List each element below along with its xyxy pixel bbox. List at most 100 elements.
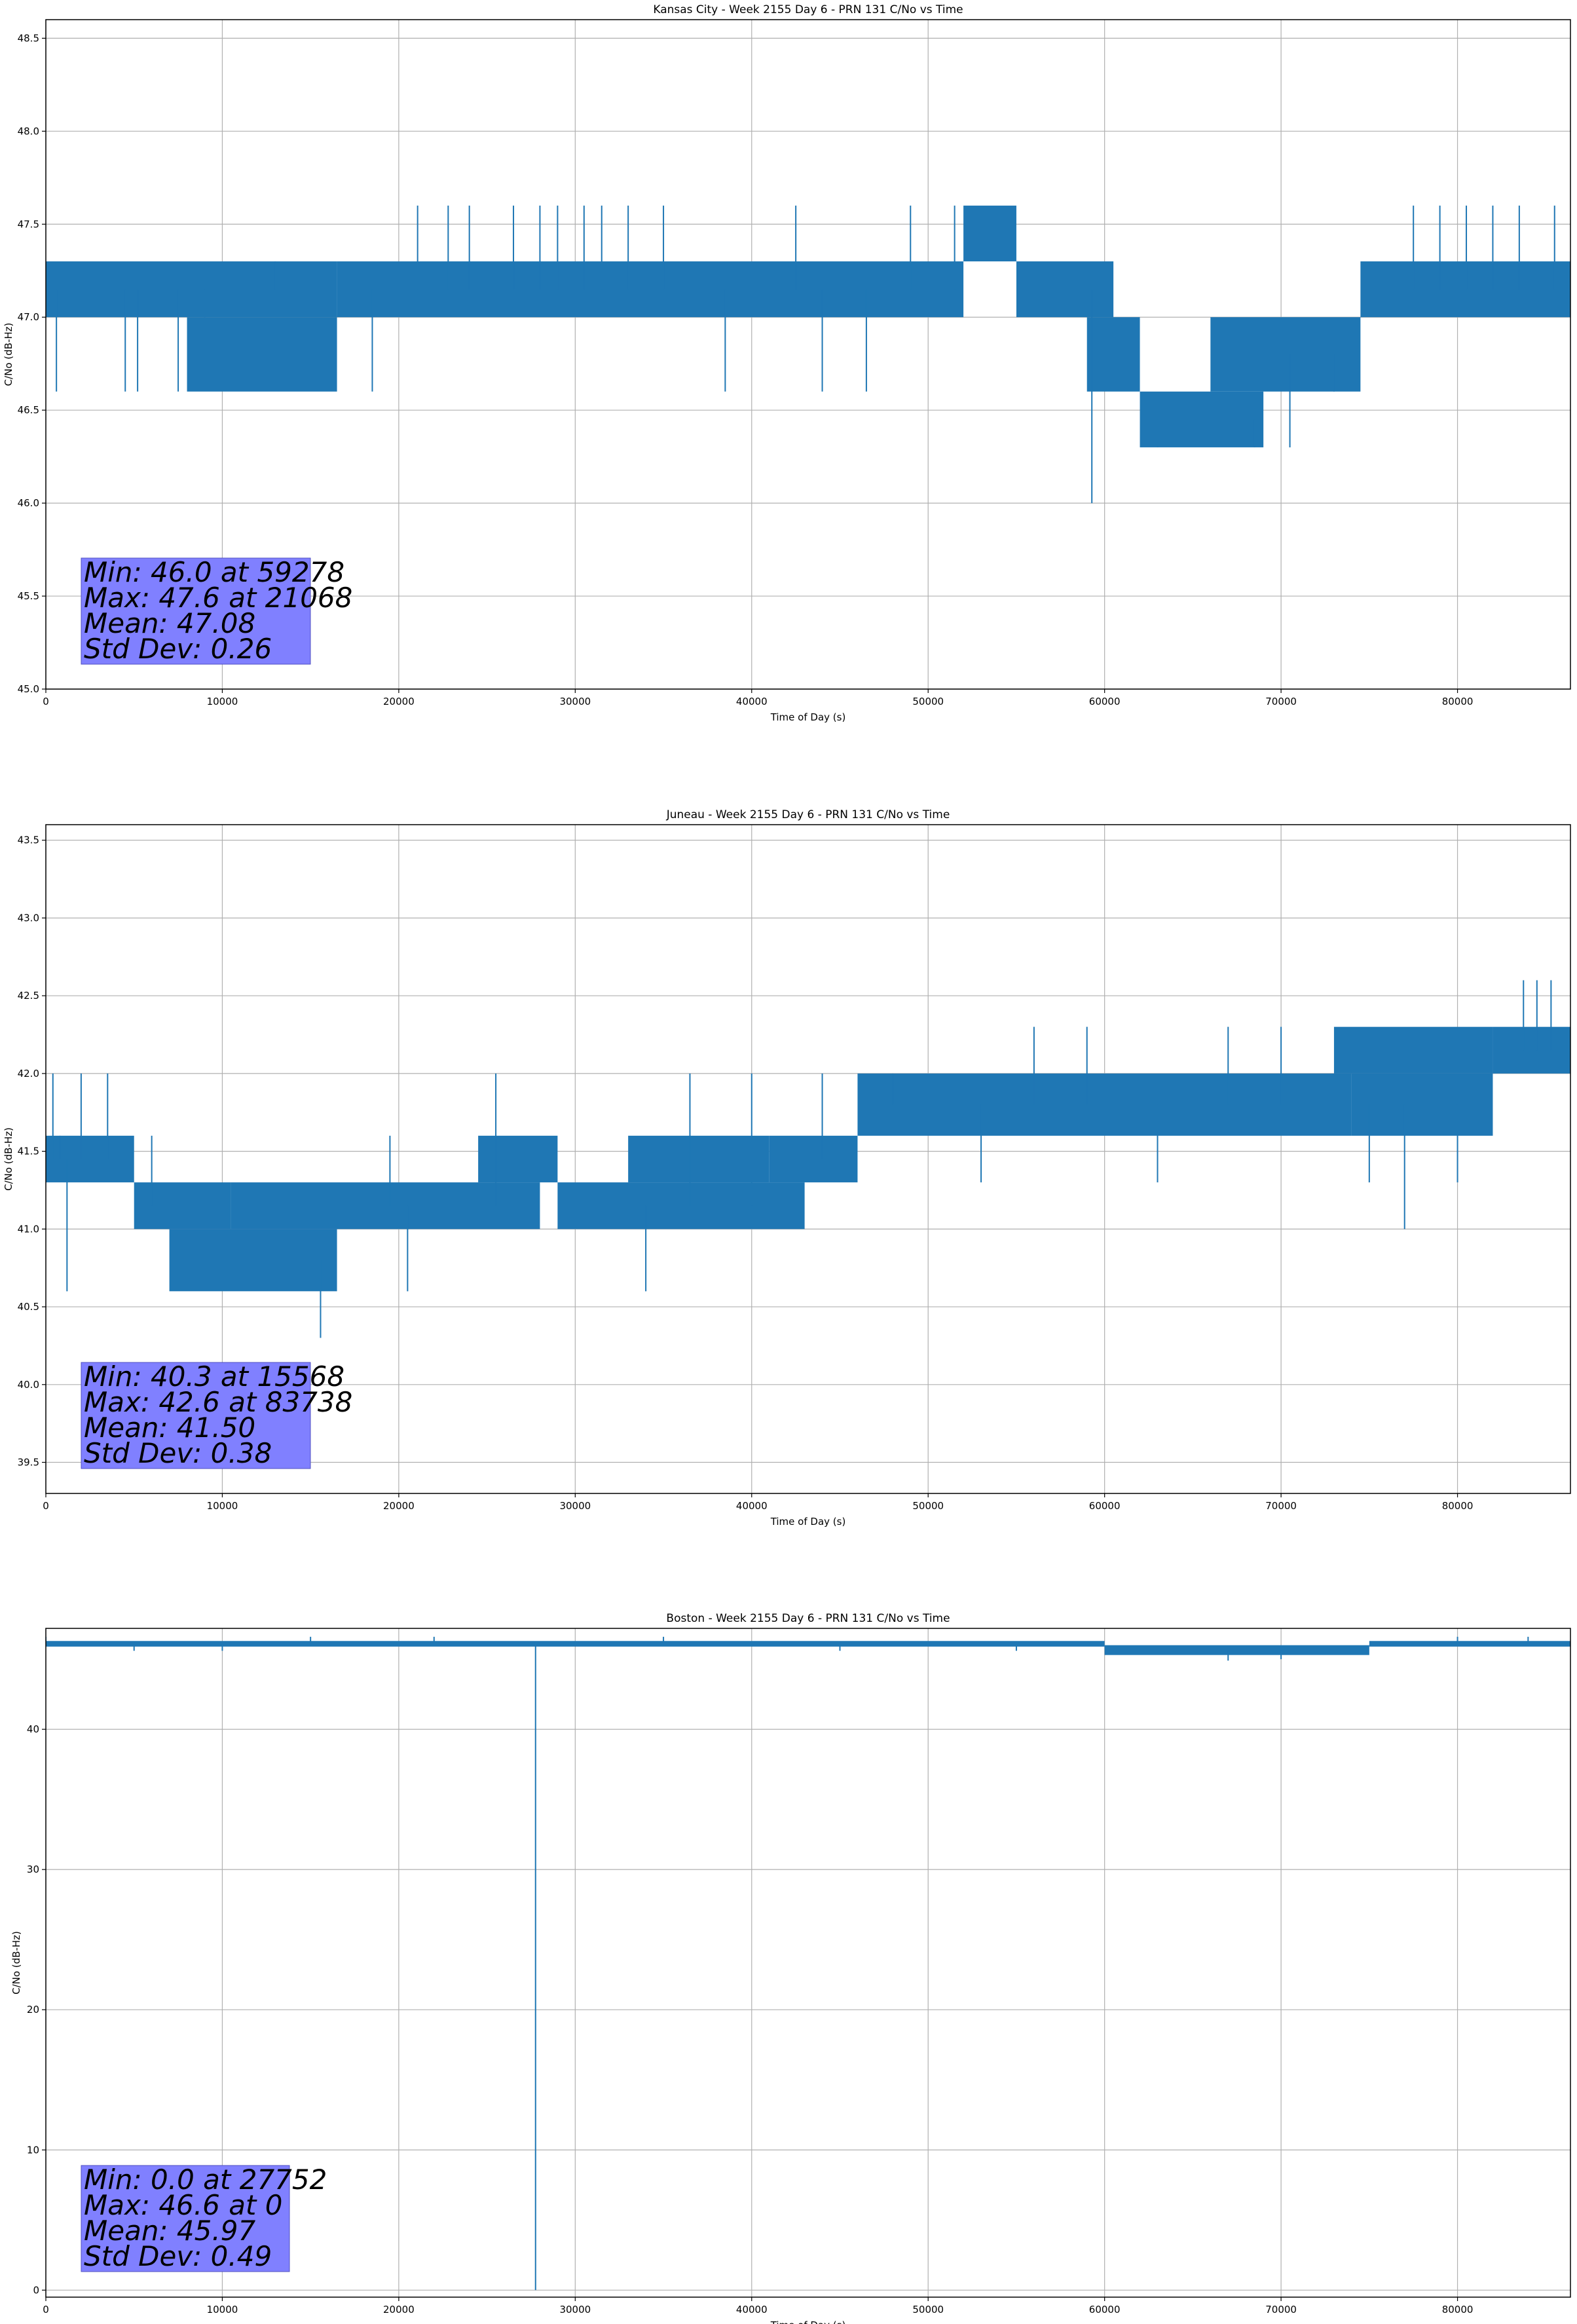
y-tick-label: 48.0 [18, 125, 39, 137]
y-tick-label: 41.5 [18, 1146, 39, 1157]
y-tick-label: 42.0 [18, 1068, 39, 1079]
series-band [1360, 261, 1570, 318]
plot-area [46, 1628, 1570, 2297]
x-tick-label: 20000 [383, 1500, 415, 1512]
x-tick-label: 50000 [912, 696, 944, 707]
x-tick-label: 60000 [1089, 2304, 1121, 2315]
stats-line: Mean: 47.08 [84, 607, 255, 639]
series-band [1493, 1026, 1570, 1074]
x-tick-label: 40000 [736, 696, 768, 707]
x-tick-label: 30000 [559, 1500, 591, 1512]
y-tick-label: 48.5 [18, 32, 39, 44]
x-tick-label: 80000 [1442, 696, 1474, 707]
x-tick-label: 30000 [559, 2304, 591, 2315]
y-tick-label: 47.0 [18, 311, 39, 323]
x-axis-label: Time of Day (s) [770, 2319, 846, 2324]
y-tick-label: 46.0 [18, 497, 39, 509]
y-axis-label: C/No (dB-Hz) [3, 323, 14, 386]
stats-line: Max: 46.6 at 0 [84, 2189, 282, 2221]
chart-title: Kansas City - Week 2155 Day 6 - PRN 131 … [653, 3, 963, 16]
stats-line: Max: 42.6 at 83738 [84, 1386, 352, 1418]
x-axis-label: Time of Day (s) [770, 1516, 846, 1527]
chart-panel-2: 0 10000 20000 30000 40000 50000 60000 70000 8000… [3, 808, 1571, 1527]
y-tick-label: 40 [27, 1723, 39, 1735]
series-band [769, 1135, 858, 1183]
stats-line: Min: 46.0 at 59278 [84, 556, 344, 588]
series-band [963, 205, 1016, 262]
x-tick-label: 20000 [383, 696, 415, 707]
x-tick-label: 0 [43, 696, 49, 707]
x-tick-label: 10000 [207, 2304, 238, 2315]
x-tick-label: 10000 [207, 1500, 238, 1512]
series-band [557, 1182, 805, 1229]
y-tick-label: 43.0 [18, 912, 39, 924]
series-band [1333, 1026, 1493, 1074]
stats-line: Max: 47.6 at 21068 [84, 582, 352, 614]
y-tick-label: 40.5 [18, 1301, 39, 1313]
stats-box [81, 557, 311, 665]
series-band [187, 317, 337, 392]
series-band [1140, 391, 1264, 447]
series-group [46, 205, 1570, 504]
x-axis-label: Time of Day (s) [770, 711, 846, 723]
x-tick-label: 0 [43, 1500, 49, 1512]
y-tick-label: 30 [27, 1864, 39, 1875]
series-band [1210, 317, 1361, 392]
stats-line: Mean: 45.97 [84, 2215, 255, 2247]
x-tick-label: 80000 [1442, 1500, 1474, 1512]
series-band [1016, 261, 1114, 318]
x-tick-label: 70000 [1265, 2304, 1297, 2315]
series-band [46, 261, 337, 318]
stats-line: Std Dev: 0.26 [84, 633, 272, 665]
y-tick-label: 45.0 [18, 683, 39, 695]
y-axis-label: C/No (dB-Hz) [3, 1127, 14, 1191]
x-tick-label: 60000 [1089, 1500, 1121, 1512]
y-tick-label: 42.5 [18, 990, 39, 1002]
series-band [337, 261, 964, 318]
y-tick-label: 10 [27, 2144, 39, 2156]
stats-line: Min: 0.0 at 27752 [84, 2164, 327, 2196]
series-group [46, 980, 1570, 1338]
chart-panel-1: 0 10000 20000 30000 40000 50000 60000 70000 8000… [3, 3, 1571, 723]
series-band [857, 1073, 1352, 1136]
y-tick-label: 39.5 [18, 1457, 39, 1469]
series-band [628, 1135, 770, 1183]
x-tick-label: 50000 [912, 1500, 944, 1512]
axes-frame [45, 824, 1571, 1494]
stats-box [81, 1362, 311, 1469]
series-band [169, 1229, 337, 1292]
x-tick-label: 50000 [912, 2304, 944, 2315]
series-band [231, 1182, 540, 1229]
x-tick-label: 80000 [1442, 2304, 1474, 2315]
series-band [1104, 1645, 1369, 1655]
series-band [478, 1135, 558, 1183]
y-tick-label: 45.5 [18, 590, 39, 602]
y-tick-label: 40.0 [18, 1379, 39, 1391]
x-tick-label: 40000 [736, 1500, 768, 1512]
stats-line: Std Dev: 0.38 [84, 1437, 272, 1469]
y-tick-label: 0 [33, 2284, 39, 2296]
x-tick-label: 10000 [207, 696, 238, 707]
series-band [1369, 1641, 1570, 1647]
x-tick-label: 20000 [383, 2304, 415, 2315]
x-tick-label: 70000 [1265, 696, 1297, 707]
chart-panel-3: 0 10000 20000 30000 40000 50000 60000 70000 8000… [10, 1612, 1571, 2324]
x-tick-label: 40000 [736, 2304, 768, 2315]
series-group [46, 1636, 1570, 2291]
x-tick-label: 30000 [559, 696, 591, 707]
series-band [1351, 1073, 1493, 1136]
y-tick-label: 20 [27, 2004, 39, 2015]
y-tick-label: 46.5 [18, 404, 39, 416]
y-tick-label: 43.5 [18, 834, 39, 846]
axes-frame [45, 1628, 1571, 2298]
stats-line: Mean: 41.50 [84, 1412, 255, 1444]
series-band [46, 1135, 134, 1183]
x-tick-label: 0 [43, 2304, 49, 2315]
series-band [46, 1641, 1105, 1647]
stats-line: Min: 40.3 at 15568 [84, 1360, 344, 1393]
series-band [134, 1182, 231, 1229]
x-tick-label: 70000 [1265, 1500, 1297, 1512]
x-tick-label: 60000 [1089, 696, 1121, 707]
series-band [1086, 317, 1140, 392]
